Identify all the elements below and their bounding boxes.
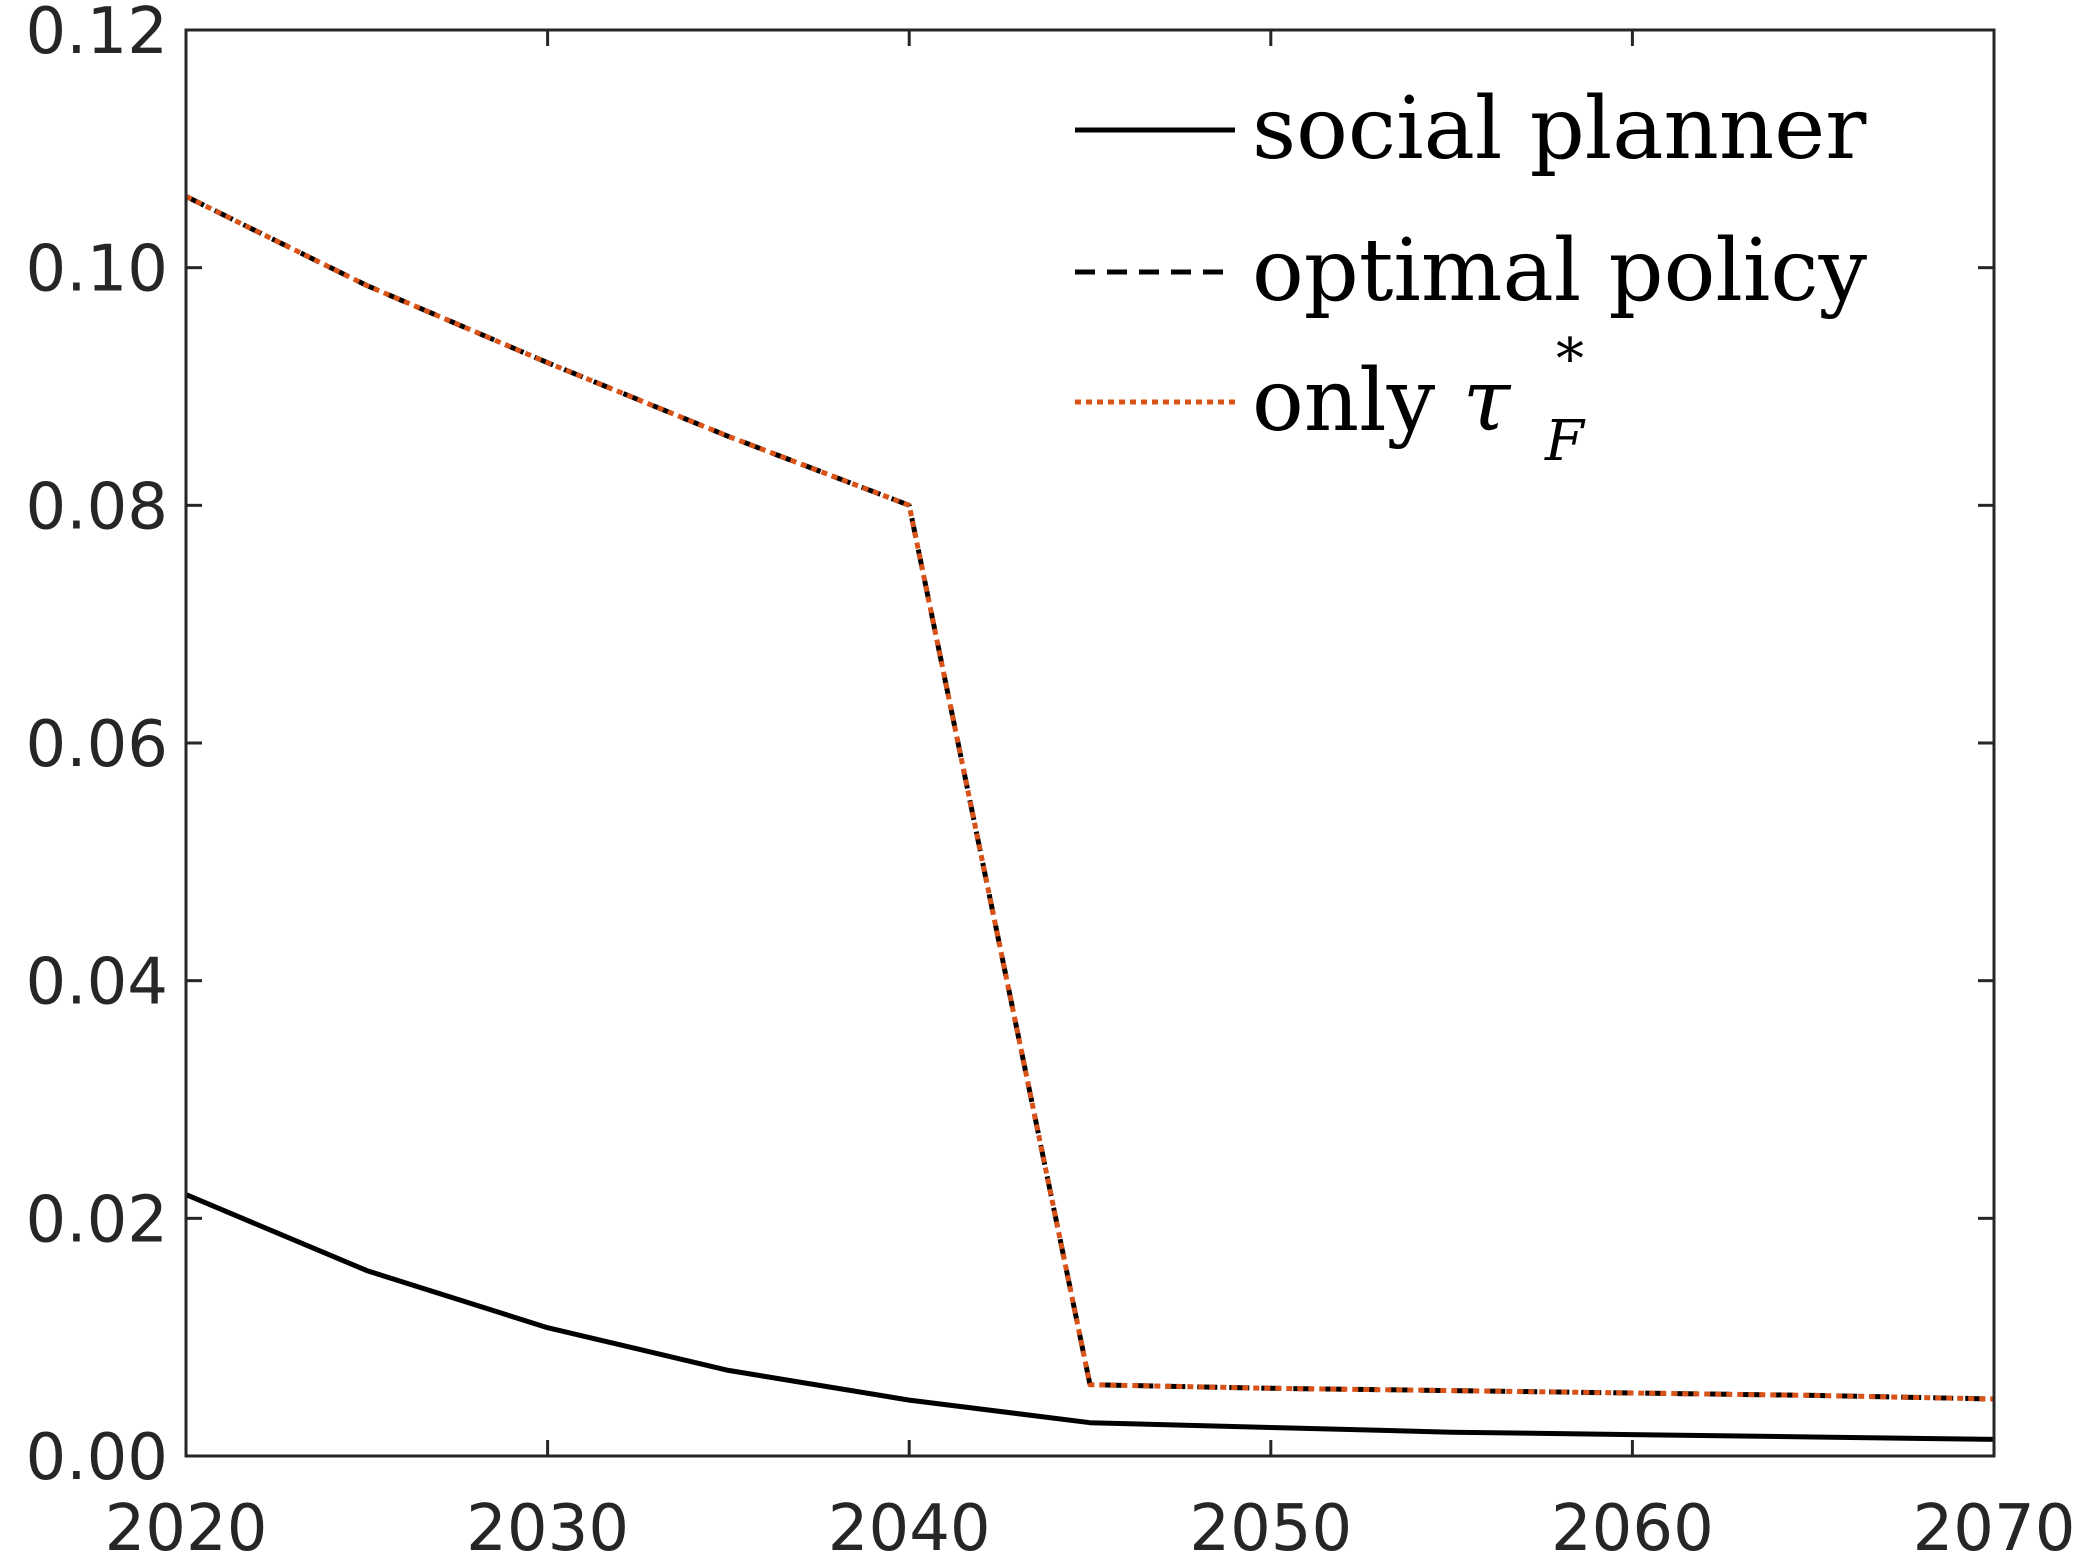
x-tick-label: 2050 bbox=[1189, 1492, 1352, 1554]
y-tick-label: 0.06 bbox=[26, 708, 169, 782]
y-tick-label: 0.10 bbox=[26, 233, 169, 307]
y-tick-label: 0.04 bbox=[26, 946, 169, 1020]
legend: social planner optimal policy only τ * F bbox=[1075, 79, 1868, 474]
x-tick-label: 2030 bbox=[466, 1492, 629, 1554]
plot-area-background bbox=[186, 30, 1994, 1456]
y-tick-label: 0.02 bbox=[26, 1183, 169, 1257]
legend-label-optimal-policy: optimal policy bbox=[1252, 221, 1868, 321]
legend-label-only-tau-f: only τ bbox=[1252, 351, 1512, 451]
y-tick-label: 0.00 bbox=[26, 1421, 169, 1495]
x-tick-label: 2040 bbox=[828, 1492, 991, 1554]
legend-label-superscript: * bbox=[1556, 327, 1584, 392]
y-tick-label: 0.12 bbox=[26, 0, 169, 69]
legend-label-prefix: only bbox=[1252, 351, 1463, 451]
legend-label-tau: τ bbox=[1463, 351, 1512, 451]
y-axis: 0.00 0.02 0.04 0.06 0.08 0.10 0.12 bbox=[26, 0, 1994, 1495]
legend-label-subscript: F bbox=[1544, 409, 1586, 474]
series-line-only-tau-f bbox=[184, 194, 1995, 1402]
x-axis: 2020 2030 2040 2050 2060 2070 bbox=[105, 30, 2076, 1554]
legend-label-social-planner: social planner bbox=[1252, 79, 1867, 179]
x-tick-label: 2060 bbox=[1551, 1492, 1714, 1554]
y-tick-label: 0.08 bbox=[26, 470, 169, 544]
x-tick-label: 2070 bbox=[1913, 1492, 2076, 1554]
x-tick-label: 2020 bbox=[105, 1492, 268, 1554]
series-line-social-planner bbox=[185, 1192, 1995, 1442]
series-layer bbox=[184, 194, 1995, 1442]
